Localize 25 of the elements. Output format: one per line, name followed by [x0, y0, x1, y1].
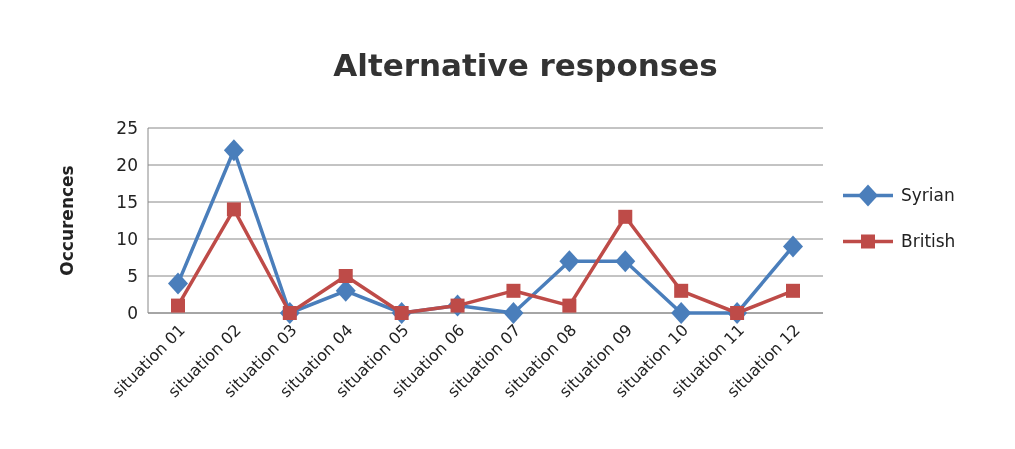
point — [674, 283, 689, 298]
y-tick-label: 20 — [116, 154, 138, 175]
point — [171, 298, 185, 313]
point — [168, 272, 188, 295]
point — [671, 302, 692, 324]
point — [506, 283, 521, 298]
y-tick-label: 25 — [116, 117, 138, 138]
point — [223, 139, 244, 162]
point — [559, 250, 580, 273]
y-tick-label: 15 — [116, 191, 138, 212]
y-tick-label: 5 — [127, 265, 138, 286]
legend-label: British — [901, 231, 956, 252]
y-tick-label: 10 — [116, 228, 138, 249]
y-axis-title: Occurences — [57, 165, 77, 276]
legend-label: Syrian — [901, 185, 955, 206]
point — [618, 209, 633, 224]
point — [615, 250, 636, 273]
point — [562, 298, 577, 313]
chart-title: Alternative responses — [333, 47, 718, 83]
y-tick-label: 0 — [127, 302, 138, 323]
point — [226, 202, 241, 217]
point — [503, 302, 524, 324]
point — [786, 283, 800, 298]
point — [338, 269, 353, 283]
point — [783, 235, 803, 258]
